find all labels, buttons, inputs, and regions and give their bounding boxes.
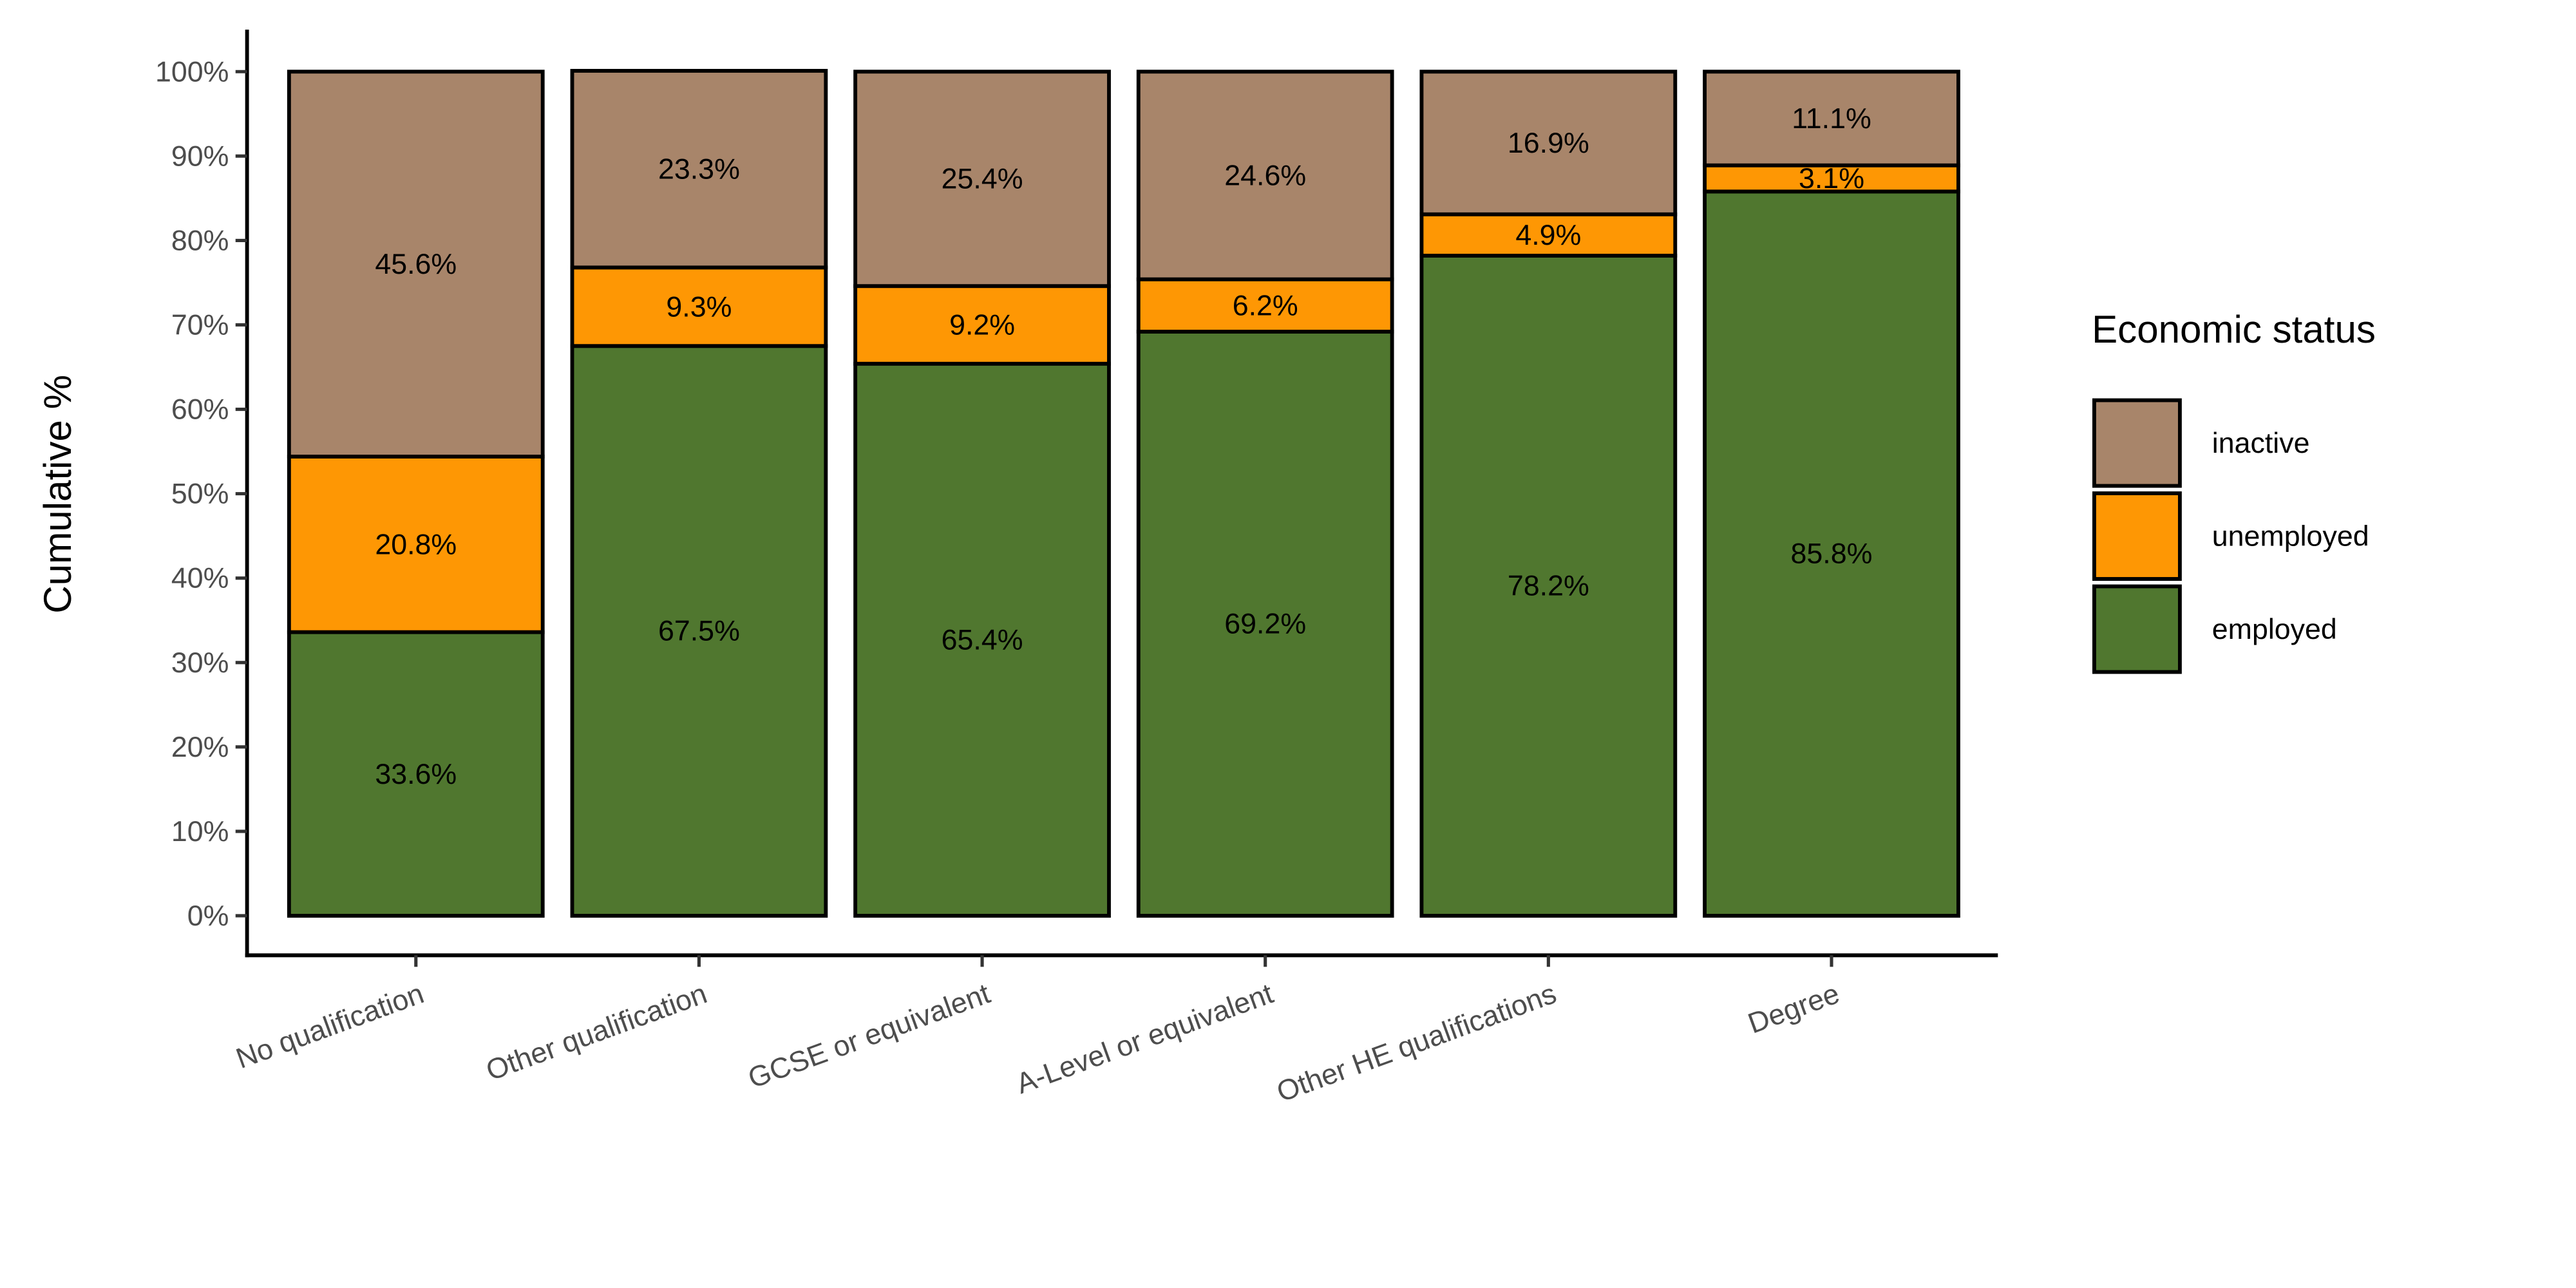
data-label-employed-a-level-or-equivalent: 69.2% — [1224, 607, 1306, 639]
data-label-employed-degree: 85.8% — [1791, 538, 1873, 570]
legend-key-unemployed — [2094, 493, 2180, 579]
x-tick-label-no-qualification: No qualification — [232, 977, 428, 1075]
legend-label-inactive: inactive — [2212, 427, 2310, 459]
data-label-inactive-a-level-or-equivalent: 24.6% — [1224, 159, 1306, 191]
x-tick-label-other-he-qualifications: Other HE qualifications — [1273, 977, 1560, 1108]
legend-key-inactive — [2094, 400, 2180, 486]
data-label-unemployed-other-qualification: 9.3% — [666, 290, 732, 323]
data-label-inactive-degree: 11.1% — [1792, 102, 1871, 135]
y-tick-label: 20% — [171, 731, 229, 763]
y-tick-label: 10% — [171, 815, 229, 848]
data-label-inactive-no-qualification: 45.6% — [375, 248, 457, 280]
y-axis-title: Cumulative % — [36, 375, 79, 614]
data-label-employed-other-he-qualifications: 78.2% — [1508, 569, 1589, 601]
x-tick-label-gcse-or-equivalent: GCSE or equivalent — [744, 977, 994, 1094]
data-label-inactive-other-qualification: 23.3% — [658, 153, 740, 185]
y-tick-label: 0% — [187, 900, 229, 932]
y-tick-label: 100% — [155, 55, 229, 88]
data-label-inactive-other-he-qualifications: 16.9% — [1508, 127, 1589, 159]
x-tick-label-degree: Degree — [1744, 977, 1844, 1039]
data-label-unemployed-degree: 3.1% — [1799, 162, 1864, 194]
data-label-employed-gcse-or-equivalent: 65.4% — [942, 623, 1023, 656]
legend-label-unemployed: unemployed — [2212, 520, 2369, 552]
y-tick-label: 40% — [171, 562, 229, 594]
x-tick-label-other-qualification: Other qualification — [482, 977, 711, 1086]
data-label-unemployed-gcse-or-equivalent: 9.2% — [949, 308, 1015, 341]
y-tick-label: 70% — [171, 308, 229, 341]
data-label-unemployed-other-he-qualifications: 4.9% — [1515, 219, 1581, 251]
data-label-employed-other-qualification: 67.5% — [658, 615, 740, 647]
y-tick-label: 60% — [171, 393, 229, 426]
y-tick-label: 30% — [171, 647, 229, 679]
data-label-unemployed-no-qualification: 20.8% — [375, 528, 457, 560]
legend-key-employed — [2094, 586, 2180, 672]
data-label-employed-no-qualification: 33.6% — [375, 758, 457, 790]
y-tick-label: 90% — [171, 140, 229, 172]
legend: Economic status inactive unemployed employe… — [2092, 308, 2376, 672]
bars-layer — [289, 71, 1958, 916]
data-label-inactive-gcse-or-equivalent: 25.4% — [942, 163, 1023, 195]
legend-title: Economic status — [2092, 308, 2376, 351]
y-tick-label: 80% — [171, 224, 229, 256]
data-label-unemployed-a-level-or-equivalent: 6.2% — [1233, 289, 1298, 321]
y-tick-label: 50% — [171, 478, 229, 510]
legend-label-employed: employed — [2212, 613, 2337, 645]
x-tick-label-a-level-or-equivalent: A-Level or equivalent — [1012, 977, 1278, 1100]
